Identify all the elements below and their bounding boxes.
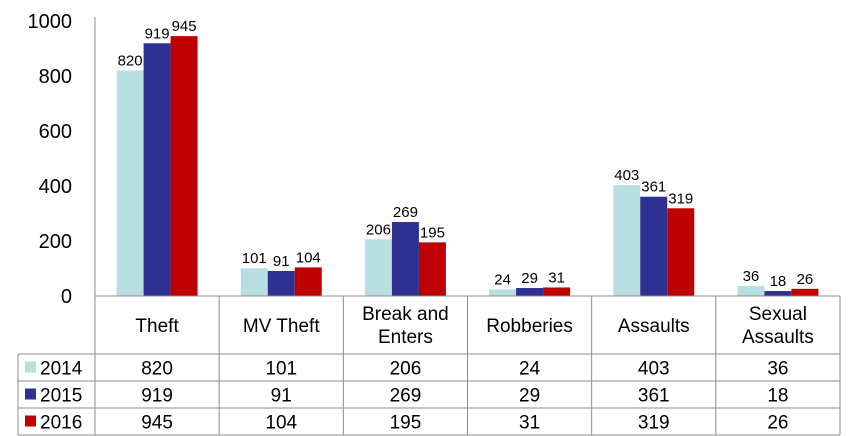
data-label: 195 <box>420 224 445 241</box>
bar <box>267 270 295 296</box>
table-cell: 919 <box>141 386 173 407</box>
table-cell: 945 <box>141 413 173 434</box>
y-tick-label: 400 <box>39 176 72 198</box>
legend-swatch <box>25 361 36 373</box>
data-label: 91 <box>273 253 290 270</box>
x-tick-label: Robberies <box>486 316 573 337</box>
bar <box>791 288 819 296</box>
table-cell: 269 <box>390 386 422 407</box>
table-cell: 206 <box>390 359 422 380</box>
bar <box>516 288 544 296</box>
legend-label: 2016 <box>40 413 82 434</box>
data-label: 29 <box>521 270 538 287</box>
legend-label: 2014 <box>40 359 83 380</box>
x-tick-label: Break and <box>362 304 449 325</box>
data-label: 24 <box>494 271 511 288</box>
bar <box>543 287 571 296</box>
data-label: 18 <box>770 273 787 290</box>
table-cell: 26 <box>767 413 788 434</box>
bar <box>364 239 392 296</box>
x-tick-label: MV Theft <box>243 316 320 337</box>
data-label: 919 <box>145 25 170 42</box>
x-tick-label: Enters <box>378 327 433 348</box>
bar <box>418 242 446 296</box>
bar <box>667 208 695 296</box>
table-cell: 403 <box>638 359 670 380</box>
data-label: 206 <box>366 221 391 238</box>
table-cell: 91 <box>271 386 292 407</box>
bar <box>143 43 171 297</box>
data-label: 361 <box>641 179 666 196</box>
table-cell: 101 <box>265 359 297 380</box>
x-tick-label: Sexual <box>749 304 807 325</box>
y-tick-label: 0 <box>61 286 72 308</box>
bar <box>489 289 517 296</box>
table-cell: 195 <box>390 413 422 434</box>
table-cell: 31 <box>519 413 540 434</box>
data-label: 26 <box>797 271 814 288</box>
bar <box>640 196 668 296</box>
legend-swatch <box>25 415 36 427</box>
table-cell: 820 <box>141 359 173 380</box>
table-cell: 18 <box>767 386 788 407</box>
table-cell: 361 <box>638 386 670 407</box>
table-cell: 104 <box>265 413 297 434</box>
table-cell: 29 <box>519 386 540 407</box>
legend-label: 2015 <box>40 386 82 407</box>
y-tick-label: 200 <box>39 231 72 253</box>
data-label: 820 <box>118 53 143 70</box>
table-cell: 36 <box>767 359 788 380</box>
x-tick-label: Theft <box>135 316 179 337</box>
x-tick-label: Assaults <box>742 327 814 348</box>
bar <box>240 268 268 296</box>
bar <box>294 267 322 296</box>
legend-swatch <box>25 388 36 400</box>
y-tick-label: 800 <box>39 66 72 88</box>
y-tick-label: 600 <box>39 121 72 143</box>
data-label: 319 <box>668 190 693 207</box>
data-label: 269 <box>393 204 418 221</box>
bar <box>116 70 144 296</box>
bar <box>613 185 641 296</box>
data-label: 104 <box>296 249 321 266</box>
data-label: 945 <box>172 18 197 35</box>
data-label: 31 <box>548 269 565 286</box>
y-tick-label: 1000 <box>28 11 73 33</box>
x-tick-label: Assaults <box>618 316 690 337</box>
data-label: 101 <box>242 250 267 267</box>
table-cell: 24 <box>519 359 541 380</box>
bar <box>170 36 198 296</box>
data-label: 36 <box>743 268 760 285</box>
table-cell: 319 <box>638 413 670 434</box>
bar <box>391 222 419 296</box>
bar <box>737 286 765 296</box>
bar <box>764 291 792 296</box>
data-label: 403 <box>614 167 639 184</box>
